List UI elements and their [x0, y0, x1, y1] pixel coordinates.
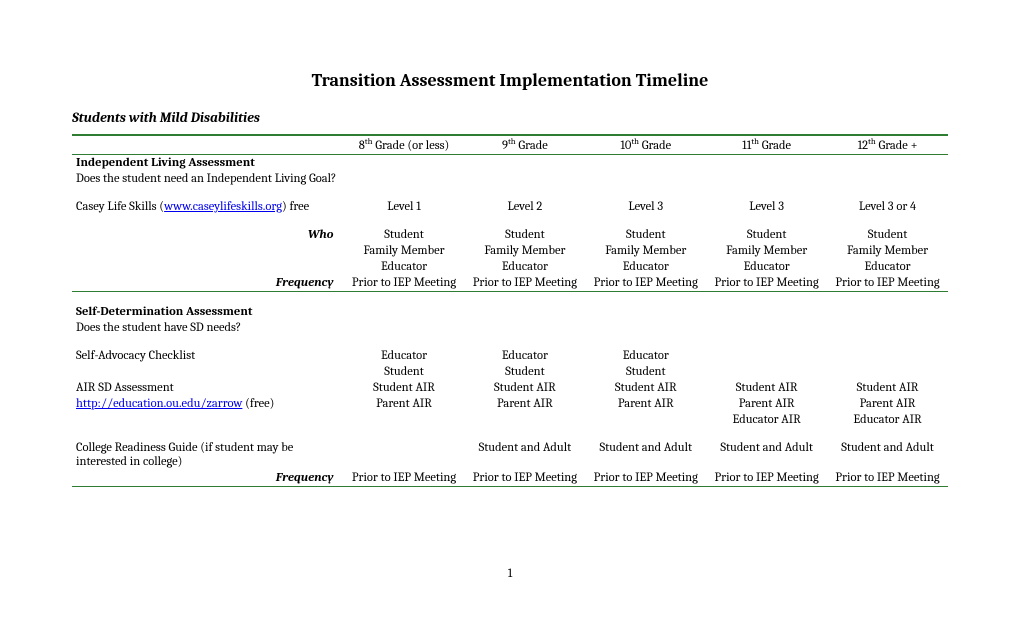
section-heading: Self-Determination Assessment: [72, 304, 344, 320]
section-question: Does the student have SD needs?: [72, 320, 948, 336]
page-number: 1: [72, 567, 948, 581]
table-row: Family MemberFamily MemberFamily MemberF…: [72, 243, 948, 259]
row-label: AIR SD Assessment: [72, 380, 344, 396]
table-row: Frequency Prior to IEP MeetingPrior to I…: [72, 470, 948, 487]
page-subtitle: Students with Mild Disabilities: [72, 109, 948, 126]
table-row: Does the student have SD needs?: [72, 320, 948, 336]
table-row: AIR SD Assessment Student AIRStudent AIR…: [72, 380, 948, 396]
row-label: Casey Life Skills (www.caseylifeskills.o…: [72, 199, 344, 215]
table-row: EducatorEducatorEducatorEducatorEducator: [72, 259, 948, 275]
table-row: http://education.ou.edu/zarrow (free) Pa…: [72, 396, 948, 412]
table-row: Self-Advocacy Checklist EducatorEducator…: [72, 348, 948, 364]
row-label: http://education.ou.edu/zarrow (free): [72, 396, 344, 412]
frequency-label: Frequency: [72, 470, 344, 487]
table-row: Frequency Prior to IEP MeetingPrior to I…: [72, 275, 948, 292]
zarrow-link[interactable]: http://education.ou.edu/zarrow: [76, 397, 242, 411]
who-label: Who: [72, 227, 344, 243]
table-row: College Readiness Guide (if student may …: [72, 440, 948, 470]
table-row: Casey Life Skills (www.caseylifeskills.o…: [72, 199, 948, 215]
section-heading: Independent Living Assessment: [72, 155, 344, 172]
header-row: 8th Grade (or less) 9th Grade 10th Grade…: [72, 135, 948, 155]
row-label: Self-Advocacy Checklist: [72, 348, 344, 364]
table-row: Self-Determination Assessment: [72, 304, 948, 320]
timeline-table: 8th Grade (or less) 9th Grade 10th Grade…: [72, 132, 948, 487]
table-row: Who StudentStudentStudentStudentStudent: [72, 227, 948, 243]
casey-link[interactable]: www.caseylifeskills.org: [164, 200, 282, 214]
table-row: Independent Living Assessment: [72, 155, 948, 172]
section-question: Does the student need an Independent Liv…: [72, 171, 948, 187]
table-row: Does the student need an Independent Liv…: [72, 171, 948, 187]
page-title: Transition Assessment Implementation Tim…: [72, 70, 948, 91]
row-label: College Readiness Guide (if student may …: [72, 440, 344, 470]
table-row: StudentStudentStudent: [72, 364, 948, 380]
table-row: Educator AIREducator AIR: [72, 412, 948, 428]
frequency-label: Frequency: [72, 275, 344, 292]
